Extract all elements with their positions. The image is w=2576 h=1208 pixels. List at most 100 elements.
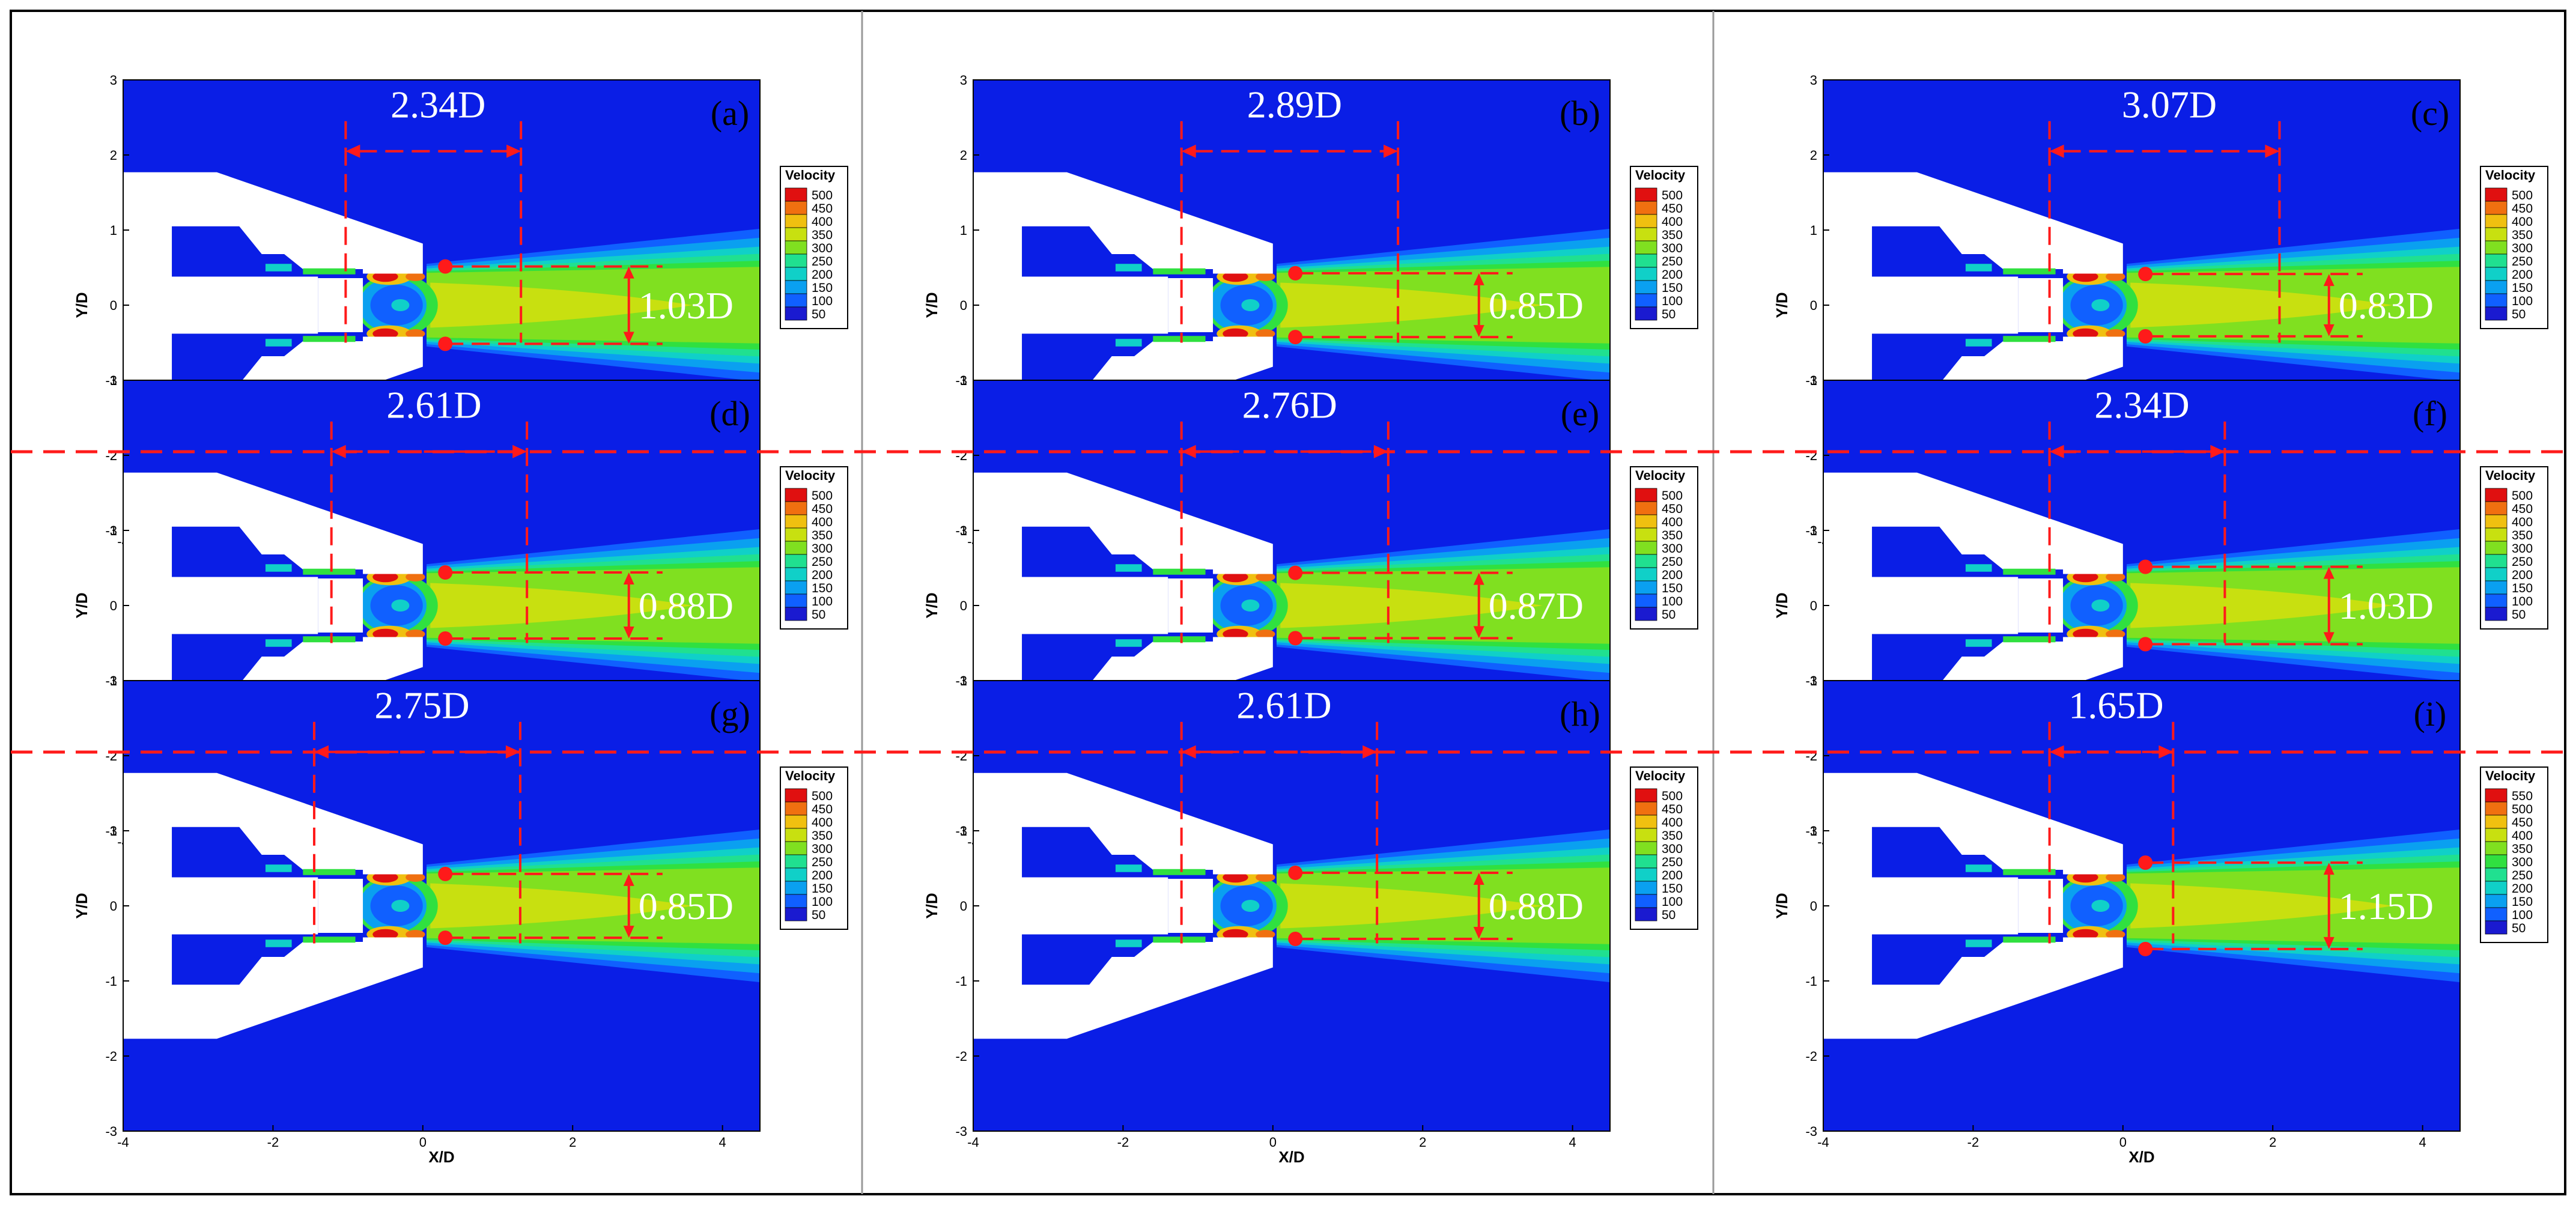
- length-arrowhead: [2265, 144, 2280, 158]
- plume-core: [430, 583, 693, 628]
- legend-level: 500: [812, 489, 833, 503]
- legend-level: 50: [812, 908, 825, 922]
- legend-swatch: [785, 554, 807, 568]
- boundary-point: [1288, 932, 1303, 946]
- width-arrowhead: [1473, 927, 1484, 939]
- y-axis-label: Y/D: [73, 893, 91, 918]
- legend-level: 400: [2512, 215, 2533, 229]
- channel-flow: [1153, 636, 1206, 643]
- legend-swatch: [1635, 267, 1657, 281]
- shear-layer-peak: [1223, 872, 1248, 883]
- channel-flow: [1115, 564, 1142, 572]
- legend-level: 250: [1662, 555, 1683, 569]
- legend-swatch: [1635, 607, 1657, 621]
- legend-level: 450: [2512, 502, 2533, 516]
- plot-border: [123, 680, 761, 1132]
- panel-g: -4 -2 0 2 43210-1-2-3X/DY/D(g)2.75D0.85DVelo…: [73, 673, 848, 1166]
- width-value: 0.83D: [2339, 284, 2434, 327]
- panel-label: (i): [2414, 694, 2447, 733]
- legend-level: 400: [2512, 515, 2533, 529]
- y-tick-label: -2: [1805, 1049, 1817, 1064]
- legend-swatch: [1635, 854, 1657, 869]
- legend-swatch: [785, 593, 807, 608]
- legend-level: 500: [2512, 189, 2533, 202]
- y-tick-label: -1: [1805, 673, 1817, 688]
- legend-swatch: [2485, 227, 2508, 241]
- legend-swatch: [1635, 788, 1657, 803]
- panel-label: (d): [709, 394, 750, 433]
- y-axis-label: Y/D: [923, 893, 941, 918]
- shear-layer-peak: [1223, 328, 1248, 339]
- legend-level: 50: [2512, 608, 2526, 622]
- legend-swatch: [1635, 227, 1657, 241]
- shear-layer-peak: [2106, 873, 2125, 882]
- channel-flow: [2003, 336, 2056, 342]
- boundary-point: [2138, 267, 2153, 282]
- legend-swatch: [785, 881, 807, 895]
- boundary-point: [2138, 855, 2153, 870]
- legend-swatch: [785, 854, 807, 869]
- legend-swatch: [2485, 815, 2508, 829]
- shear-layer-peak: [1223, 271, 1248, 282]
- legend-title: Velocity: [785, 468, 836, 483]
- legend-level: 350: [1662, 228, 1683, 242]
- legend-swatch: [1635, 253, 1657, 268]
- legend-swatch: [2485, 293, 2508, 308]
- legend-level: 100: [812, 595, 833, 609]
- shear-layer-peak: [406, 272, 425, 281]
- y-tick-label: 3: [960, 673, 967, 688]
- legend-level: 100: [812, 294, 833, 308]
- legend-swatch: [785, 514, 807, 529]
- legend-level: 250: [2512, 555, 2533, 569]
- legend-title: Velocity: [1635, 168, 1686, 183]
- legend-swatch: [2485, 201, 2508, 215]
- legend-title: Velocity: [2485, 768, 2536, 783]
- legend-level: 100: [2512, 294, 2533, 308]
- y-tick-label: -3: [1805, 824, 1817, 839]
- legend-swatch: [785, 607, 807, 621]
- legend-level: 400: [812, 215, 833, 229]
- width-arrowhead: [2323, 274, 2334, 287]
- length-arrowhead: [1362, 745, 1378, 759]
- center-body: [2018, 879, 2064, 933]
- width-arrowhead: [1473, 626, 1484, 639]
- y-tick-label: -3: [105, 523, 117, 538]
- recirculation-center: [1241, 599, 1260, 612]
- injector-channel: [1022, 226, 1214, 277]
- boundary-point: [438, 930, 453, 945]
- length-arrowhead: [1181, 144, 1196, 158]
- legend-swatch: [1635, 567, 1657, 581]
- shear-layer-peak: [1256, 930, 1275, 939]
- shear-layer-peak: [2106, 930, 2125, 939]
- legend-level: 500: [1662, 489, 1683, 503]
- channel-flow: [303, 936, 356, 943]
- legend-level: 250: [1662, 255, 1683, 269]
- legend-swatch: [785, 488, 807, 502]
- recirculation-center: [1241, 900, 1260, 912]
- panel-label: (e): [1561, 394, 1599, 433]
- legend-level: 500: [1662, 189, 1683, 202]
- width-arrowhead: [623, 332, 634, 344]
- y-tick-label: 0: [1810, 598, 1817, 613]
- legend-level: 300: [2512, 241, 2533, 255]
- legend-swatch: [1635, 293, 1657, 308]
- x-axis-label: X/D: [1278, 1148, 1304, 1166]
- legend-level: 300: [1662, 842, 1683, 856]
- legend-level: 350: [1662, 529, 1683, 542]
- channel-flow: [303, 336, 356, 342]
- legend-swatch: [2485, 567, 2508, 581]
- plume-core: [430, 282, 693, 328]
- legend-swatch: [1635, 815, 1657, 829]
- legend-level: 50: [1662, 608, 1675, 622]
- legend-swatch: [785, 227, 807, 241]
- legend-swatch: [2485, 867, 2508, 882]
- channel-flow: [2003, 636, 2056, 643]
- boundary-point: [2138, 559, 2153, 574]
- legend-level: 100: [1662, 294, 1683, 308]
- legend-level: 50: [2512, 308, 2526, 321]
- boundary-point: [1288, 330, 1303, 345]
- width-arrowhead: [1473, 273, 1484, 285]
- legend-level: 150: [812, 882, 833, 896]
